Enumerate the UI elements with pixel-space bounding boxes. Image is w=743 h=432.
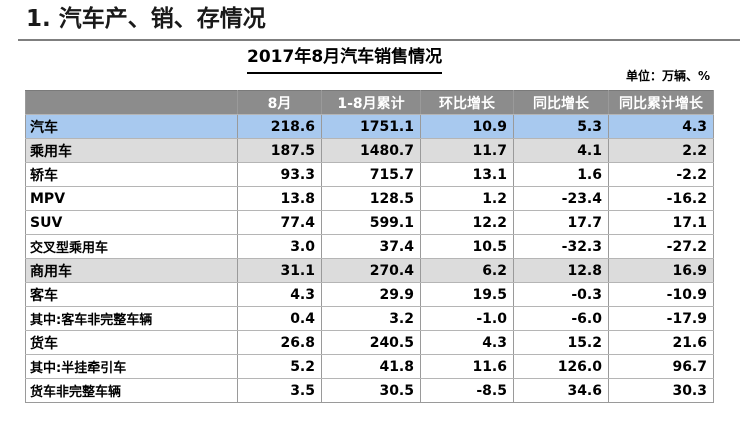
value-yoy-ytd-growth: 17.1 [608,210,714,235]
value-yoy-ytd-growth: 16.9 [608,258,714,283]
table-row: 其中:半挂牵引车 5.2 41.8 11.6 126.0 96.7 [25,354,714,379]
value-mom-growth: 1.2 [420,186,514,211]
table-row: MPV 13.8 128.5 1.2 -23.4 -16.2 [25,186,714,211]
value-yoy-growth: 34.6 [513,378,609,403]
table-header-row: 8月 1-8月累计 环比增长 同比增长 同比累计增长 [25,90,714,115]
row-label: 货车 [25,330,238,355]
value-month: 5.2 [237,354,322,379]
table-row: 商用车 31.1 270.4 6.2 12.8 16.9 [25,258,714,283]
header-yoy-growth: 同比增长 [513,90,609,115]
row-label: 轿车 [25,162,238,187]
value-mom-growth: 13.1 [420,162,514,187]
table-row: 交叉型乘用车 3.0 37.4 10.5 -32.3 -27.2 [25,234,714,259]
value-month: 3.5 [237,378,322,403]
value-yoy-growth: 4.1 [513,138,609,163]
value-yoy-ytd-growth: 4.3 [608,114,714,139]
value-yoy-growth: 17.7 [513,210,609,235]
row-label: 商用车 [25,258,238,283]
row-label: 其中:半挂牵引车 [25,354,238,379]
value-ytd: 128.5 [321,186,421,211]
header-category [25,90,238,115]
value-month: 31.1 [237,258,322,283]
value-yoy-growth: 5.3 [513,114,609,139]
header-ytd: 1-8月累计 [321,90,421,115]
value-mom-growth: 6.2 [420,258,514,283]
value-yoy-ytd-growth: 30.3 [608,378,714,403]
page-title: 1. 汽车产、销、存情况 [26,6,266,32]
value-month: 13.8 [237,186,322,211]
value-yoy-growth: 126.0 [513,354,609,379]
value-ytd: 30.5 [321,378,421,403]
table-row: 乘用车 187.5 1480.7 11.7 4.1 2.2 [25,138,714,163]
row-label: 客车 [25,282,238,307]
table-row: 汽车 218.6 1751.1 10.9 5.3 4.3 [25,114,714,139]
unit-note: 单位：万辆、% [625,69,710,83]
value-mom-growth: 19.5 [420,282,514,307]
table-row: 轿车 93.3 715.7 13.1 1.6 -2.2 [25,162,714,187]
value-mom-growth: 4.3 [420,330,514,355]
value-ytd: 240.5 [321,330,421,355]
value-month: 4.3 [237,282,322,307]
sales-table: 8月 1-8月累计 环比增长 同比增长 同比累计增长 汽车 218.6 1751.1… [25,90,714,403]
value-mom-growth: -8.5 [420,378,514,403]
value-mom-growth: 11.6 [420,354,514,379]
value-month: 187.5 [237,138,322,163]
row-label: 货车非完整车辆 [25,378,238,403]
value-yoy-ytd-growth: -2.2 [608,162,714,187]
value-ytd: 270.4 [321,258,421,283]
row-label: 其中:客车非完整车辆 [25,306,238,331]
value-ytd: 1751.1 [321,114,421,139]
value-month: 77.4 [237,210,322,235]
value-yoy-growth: -23.4 [513,186,609,211]
value-yoy-growth: 1.6 [513,162,609,187]
value-mom-growth: 10.9 [420,114,514,139]
row-label: MPV [25,186,238,211]
table-row: 货车非完整车辆 3.5 30.5 -8.5 34.6 30.3 [25,378,714,403]
table-row: 货车 26.8 240.5 4.3 15.2 21.6 [25,330,714,355]
table-row: 其中:客车非完整车辆 0.4 3.2 -1.0 -6.0 -17.9 [25,306,714,331]
value-yoy-growth: -0.3 [513,282,609,307]
value-ytd: 599.1 [321,210,421,235]
header-yoy-ytd-growth: 同比累计增长 [608,90,714,115]
value-ytd: 41.8 [321,354,421,379]
value-yoy-ytd-growth: -17.9 [608,306,714,331]
header-month: 8月 [237,90,322,115]
value-yoy-ytd-growth: -27.2 [608,234,714,259]
value-mom-growth: 12.2 [420,210,514,235]
row-label: 乘用车 [25,138,238,163]
value-month: 218.6 [237,114,322,139]
value-mom-growth: 10.5 [420,234,514,259]
title-divider [18,39,740,41]
value-yoy-growth: 15.2 [513,330,609,355]
row-label: 交叉型乘用车 [25,234,238,259]
value-yoy-growth: -6.0 [513,306,609,331]
value-yoy-ytd-growth: -16.2 [608,186,714,211]
row-label: 汽车 [25,114,238,139]
value-ytd: 29.9 [321,282,421,307]
value-mom-growth: -1.0 [420,306,514,331]
value-ytd: 715.7 [321,162,421,187]
value-yoy-ytd-growth: -10.9 [608,282,714,307]
table-title: 2017年8月汽车销售情况 [247,43,443,74]
value-ytd: 3.2 [321,306,421,331]
value-yoy-ytd-growth: 21.6 [608,330,714,355]
table-row: 客车 4.3 29.9 19.5 -0.3 -10.9 [25,282,714,307]
value-yoy-ytd-growth: 96.7 [608,354,714,379]
value-month: 3.0 [237,234,322,259]
row-label: SUV [25,210,238,235]
value-yoy-growth: -32.3 [513,234,609,259]
value-month: 26.8 [237,330,322,355]
header-mom-growth: 环比增长 [420,90,514,115]
value-month: 0.4 [237,306,322,331]
value-yoy-growth: 12.8 [513,258,609,283]
value-ytd: 37.4 [321,234,421,259]
value-month: 93.3 [237,162,322,187]
value-mom-growth: 11.7 [420,138,514,163]
value-ytd: 1480.7 [321,138,421,163]
table-row: SUV 77.4 599.1 12.2 17.7 17.1 [25,210,714,235]
value-yoy-ytd-growth: 2.2 [608,138,714,163]
